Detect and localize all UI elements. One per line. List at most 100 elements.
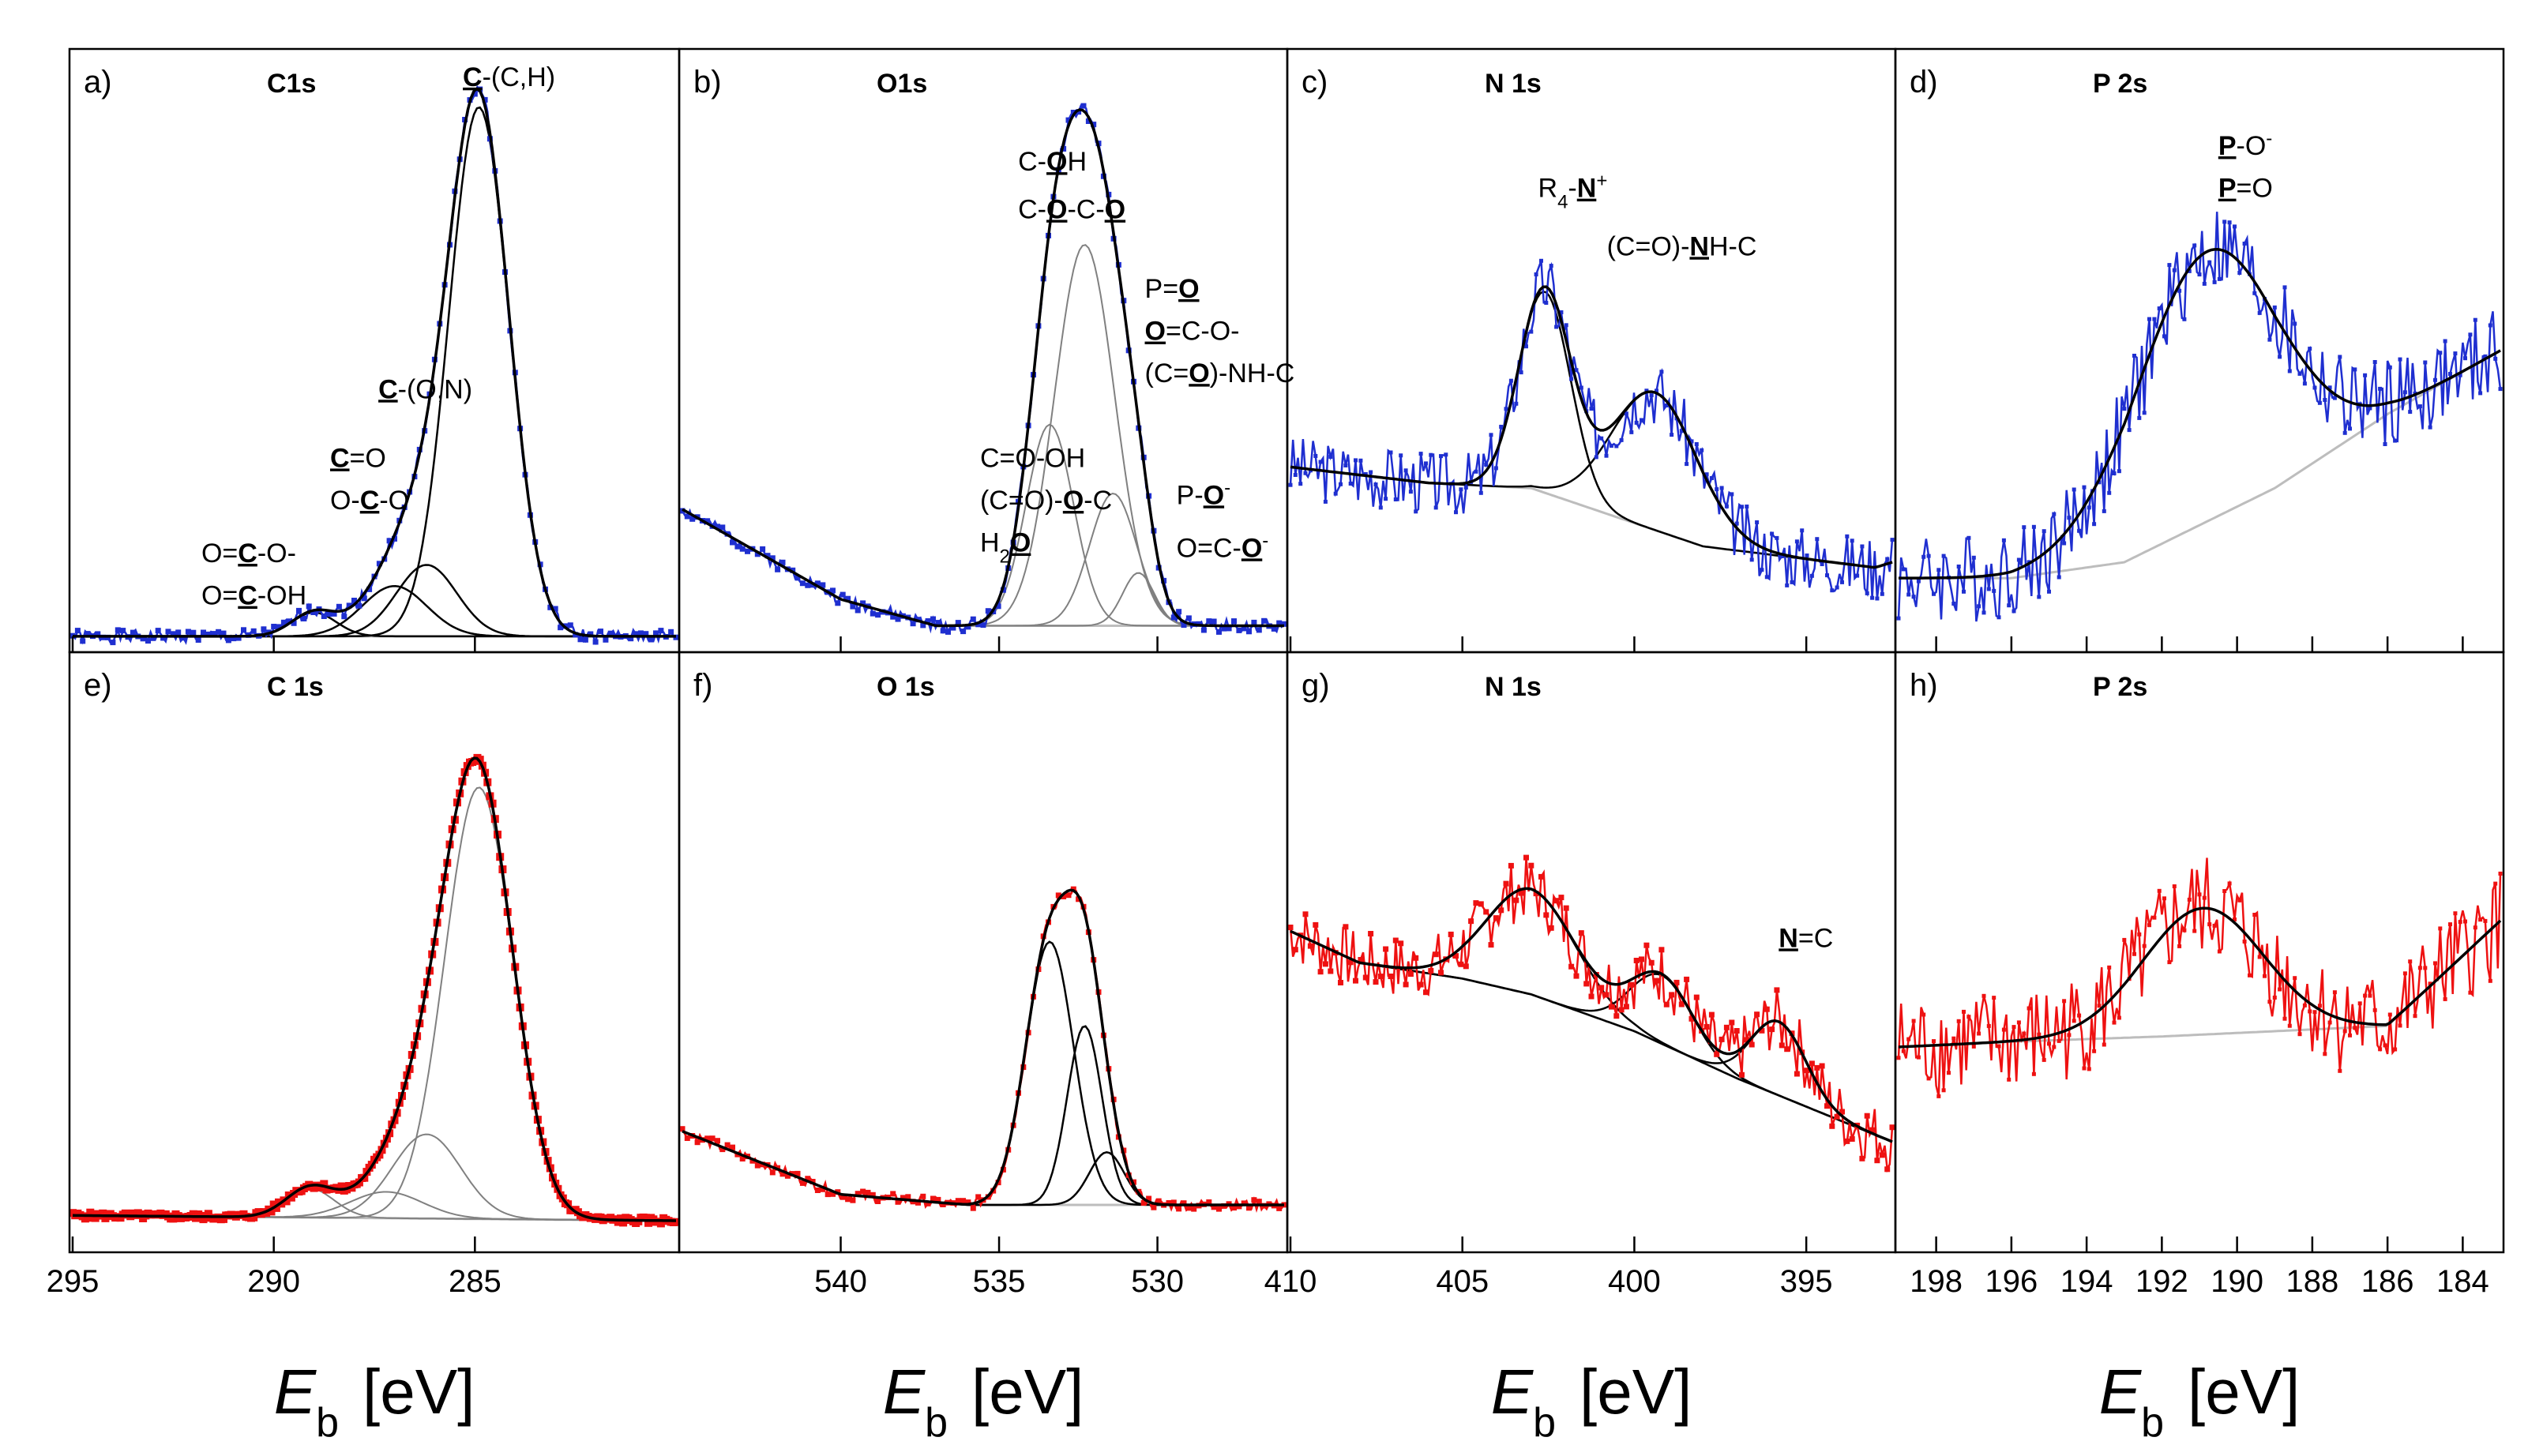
annotation-6: O=C-OH (201, 581, 306, 611)
data-point (1598, 985, 1605, 991)
data-point (1206, 618, 1212, 625)
component-peak-2 (1290, 930, 1893, 1143)
measured-points (69, 86, 679, 646)
data-point (825, 1191, 831, 1198)
data-point (2167, 960, 2172, 965)
data-point (1996, 615, 2001, 620)
data-point (1764, 575, 1769, 580)
data-point (739, 1156, 746, 1161)
data-point (1734, 521, 1739, 526)
panel-label: e) (84, 668, 112, 703)
data-point (2252, 291, 2257, 295)
component-peak-1 (1290, 290, 1893, 569)
data-point (2182, 317, 2187, 321)
panel-title: C1s (267, 69, 316, 99)
data-point (1539, 258, 1543, 263)
data-point (2162, 334, 2166, 339)
data-point (784, 1173, 791, 1179)
annotation-1: N=C (1779, 923, 1833, 953)
x-ticks (1935, 636, 2464, 652)
data-point (890, 614, 896, 620)
data-point (1474, 469, 1478, 474)
data-point (1216, 629, 1222, 635)
data-point (1206, 1199, 1212, 1205)
data-point (361, 595, 367, 602)
data-point (1760, 568, 1764, 572)
data-point (970, 616, 976, 622)
data-point (110, 640, 116, 646)
data-point (1439, 454, 1443, 459)
data-point (1703, 1023, 1710, 1030)
data-point (2478, 391, 2483, 396)
data-point (940, 1202, 946, 1207)
data-point (995, 603, 1001, 610)
data-point (2152, 915, 2157, 920)
data-point (1388, 450, 1393, 455)
data-point (960, 1198, 967, 1204)
data-point (975, 1194, 982, 1200)
data-point (1916, 1055, 1921, 1060)
data-point (1926, 554, 1931, 558)
data-point (1825, 573, 1829, 578)
data-point (2152, 317, 2157, 321)
data-point (1563, 905, 1569, 911)
data-point (1673, 979, 1680, 985)
data-point (709, 1135, 716, 1142)
data-point (2107, 965, 2112, 970)
component-peak-3 (1290, 930, 1893, 1143)
data-point (905, 1194, 911, 1200)
data-point (1896, 616, 1901, 621)
data-point (185, 629, 191, 635)
data-point (225, 637, 231, 644)
data-point (704, 1135, 711, 1142)
data-point (1947, 1071, 1951, 1075)
data-point (633, 631, 639, 637)
tick-label: 192 (2135, 1264, 2188, 1299)
data-point (2443, 996, 2447, 1001)
data-point (1538, 873, 1544, 880)
data-point (1251, 619, 1257, 625)
data-point (2132, 354, 2136, 358)
data-point (895, 616, 901, 622)
data-point (1513, 897, 1519, 903)
data-point (2302, 381, 2307, 386)
data-point (1549, 264, 1553, 268)
data-point (1865, 591, 1869, 595)
data-point (1754, 1011, 1760, 1018)
data-point (272, 1203, 280, 1212)
data-point (1488, 942, 1494, 948)
data-point (2387, 1012, 2392, 1017)
data-point (169, 1214, 178, 1223)
data-point (2317, 1004, 2322, 1008)
data-point (1663, 1001, 1670, 1008)
data-point (1317, 969, 1324, 975)
data-point (1906, 1037, 1911, 1041)
data-point (573, 632, 579, 638)
data-point (1670, 433, 1674, 437)
data-point (2272, 305, 2277, 310)
data-point (1639, 956, 1644, 963)
data-point (1685, 462, 1689, 467)
data-point (980, 622, 986, 629)
data-point (2207, 922, 2212, 927)
data-point (195, 637, 201, 643)
data-point (99, 1209, 107, 1218)
measured-line (681, 887, 1286, 1214)
data-point (190, 629, 197, 636)
data-point (2077, 528, 2082, 533)
data-point (2402, 390, 2407, 395)
data-point (2007, 603, 2011, 608)
annotation-8: H2O (980, 528, 1031, 568)
data-point (2212, 280, 2217, 284)
data-point (915, 1199, 921, 1206)
data-point (2042, 1057, 2046, 1062)
annotation-1: C-OH (1018, 147, 1087, 177)
data-point (2031, 1071, 2036, 1076)
data-point (1700, 448, 1704, 452)
data-point (1176, 1206, 1182, 1212)
data-point (1589, 407, 1594, 411)
data-point (1478, 901, 1484, 907)
data-point (1669, 992, 1675, 998)
measured-points (1896, 871, 2503, 1098)
data-point (840, 591, 846, 598)
